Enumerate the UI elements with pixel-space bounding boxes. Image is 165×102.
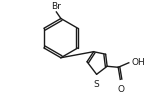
Text: O: O — [118, 85, 125, 94]
Text: S: S — [93, 80, 99, 89]
Text: OH: OH — [131, 58, 145, 67]
Text: Br: Br — [51, 2, 61, 11]
